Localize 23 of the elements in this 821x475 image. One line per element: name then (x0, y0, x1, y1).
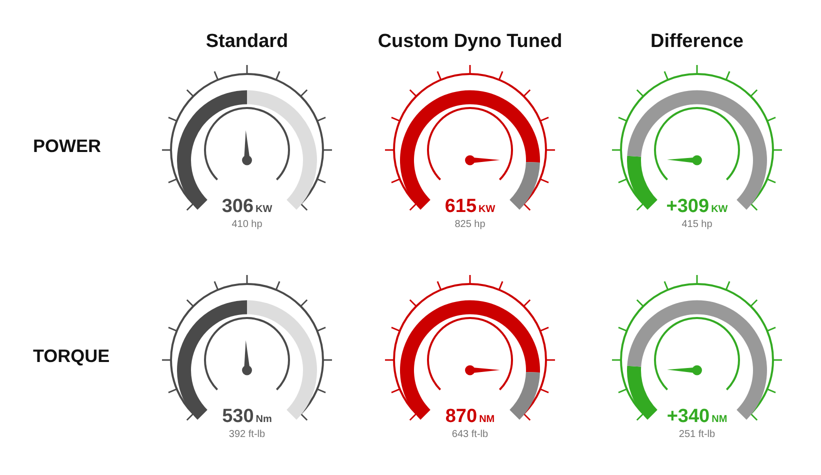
text: 306 (222, 196, 254, 217)
text: Nm (256, 414, 272, 425)
text: POWER (33, 136, 102, 157)
text: 251 ft-lb (678, 429, 716, 440)
text: 643 ft-lb (450, 429, 490, 440)
chart-title: Custom Dyno Tuned (376, 31, 564, 53)
text: NM (479, 414, 495, 425)
text: 410 hp (230, 219, 264, 230)
text: KW (711, 204, 728, 215)
text: NM (712, 414, 728, 425)
text: KW (256, 204, 272, 215)
chart-title: Difference (650, 31, 744, 53)
text: 870 (445, 406, 478, 427)
chart-title: Standard (204, 31, 290, 53)
text: 615 (444, 196, 477, 217)
text: 392 ft-lb (228, 429, 266, 440)
text: KW (478, 204, 496, 215)
text: 825 hp (454, 219, 486, 230)
text: 415 hp (680, 219, 714, 230)
text: +309 (666, 196, 710, 217)
text: +340 (666, 406, 710, 427)
text: 530 (222, 406, 254, 427)
text: TORQUE (33, 346, 110, 367)
